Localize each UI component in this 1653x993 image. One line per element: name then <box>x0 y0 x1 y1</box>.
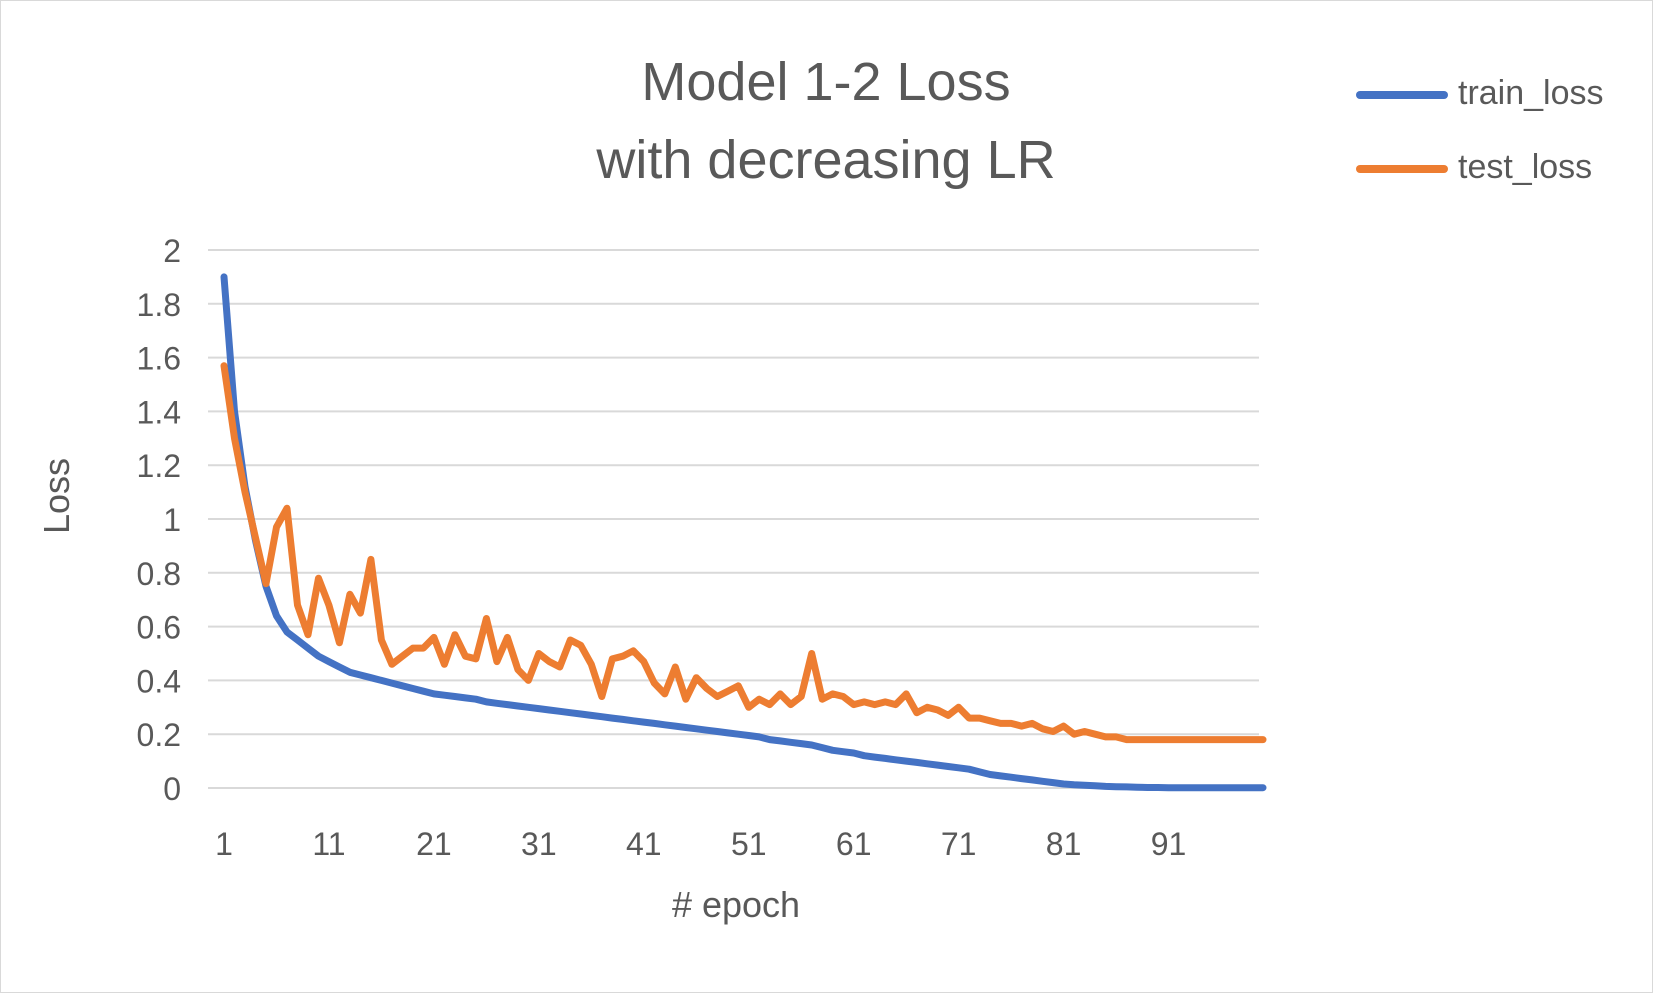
x-tick-label: 61 <box>836 826 872 862</box>
y-tick-label: 0.4 <box>137 663 181 699</box>
x-tick-label: 41 <box>626 826 662 862</box>
chart-title: Model 1-2 Loss with decreasing LR <box>426 43 1226 199</box>
y-tick-label: 1.4 <box>137 394 181 430</box>
x-tick-label: 91 <box>1151 826 1187 862</box>
y-tick-label: 0.2 <box>137 717 181 753</box>
series-line-test-loss <box>220 362 1267 744</box>
y-tick-label: 0.6 <box>137 610 181 646</box>
y-tick-label: 1.2 <box>137 448 181 484</box>
chart-title-line-1: Model 1-2 Loss <box>641 52 1011 112</box>
y-tick-label: 2 <box>163 233 181 269</box>
y-tick-label: 0.8 <box>137 556 181 592</box>
legend-item-train-loss: train_loss <box>1356 69 1646 112</box>
legend-item-test-loss: test_loss <box>1356 143 1646 186</box>
legend-swatch-test-loss <box>1356 165 1448 173</box>
x-tick-label: 31 <box>521 826 557 862</box>
legend-label-train-loss: train_loss <box>1458 74 1604 112</box>
x-tick-label: 21 <box>416 826 452 862</box>
chart-title-line-2: with decreasing LR <box>596 130 1056 190</box>
x-tick-label: 1 <box>215 826 233 862</box>
x-tick-label: 51 <box>731 826 767 862</box>
x-tick-label: 11 <box>312 826 345 862</box>
series-line-train-loss <box>220 273 1267 792</box>
y-tick-label: 1 <box>163 502 181 538</box>
y-tick-label: 1.8 <box>137 287 181 323</box>
x-tick-label: 81 <box>1046 826 1082 862</box>
y-tick-label: 1.6 <box>137 341 181 377</box>
legend-swatch-train-loss <box>1356 91 1448 99</box>
x-axis-label: # epoch <box>671 884 801 925</box>
y-tick-label: 0 <box>163 771 181 807</box>
x-tick-label: 71 <box>941 826 977 862</box>
legend-label-test-loss: test_loss <box>1458 148 1593 186</box>
